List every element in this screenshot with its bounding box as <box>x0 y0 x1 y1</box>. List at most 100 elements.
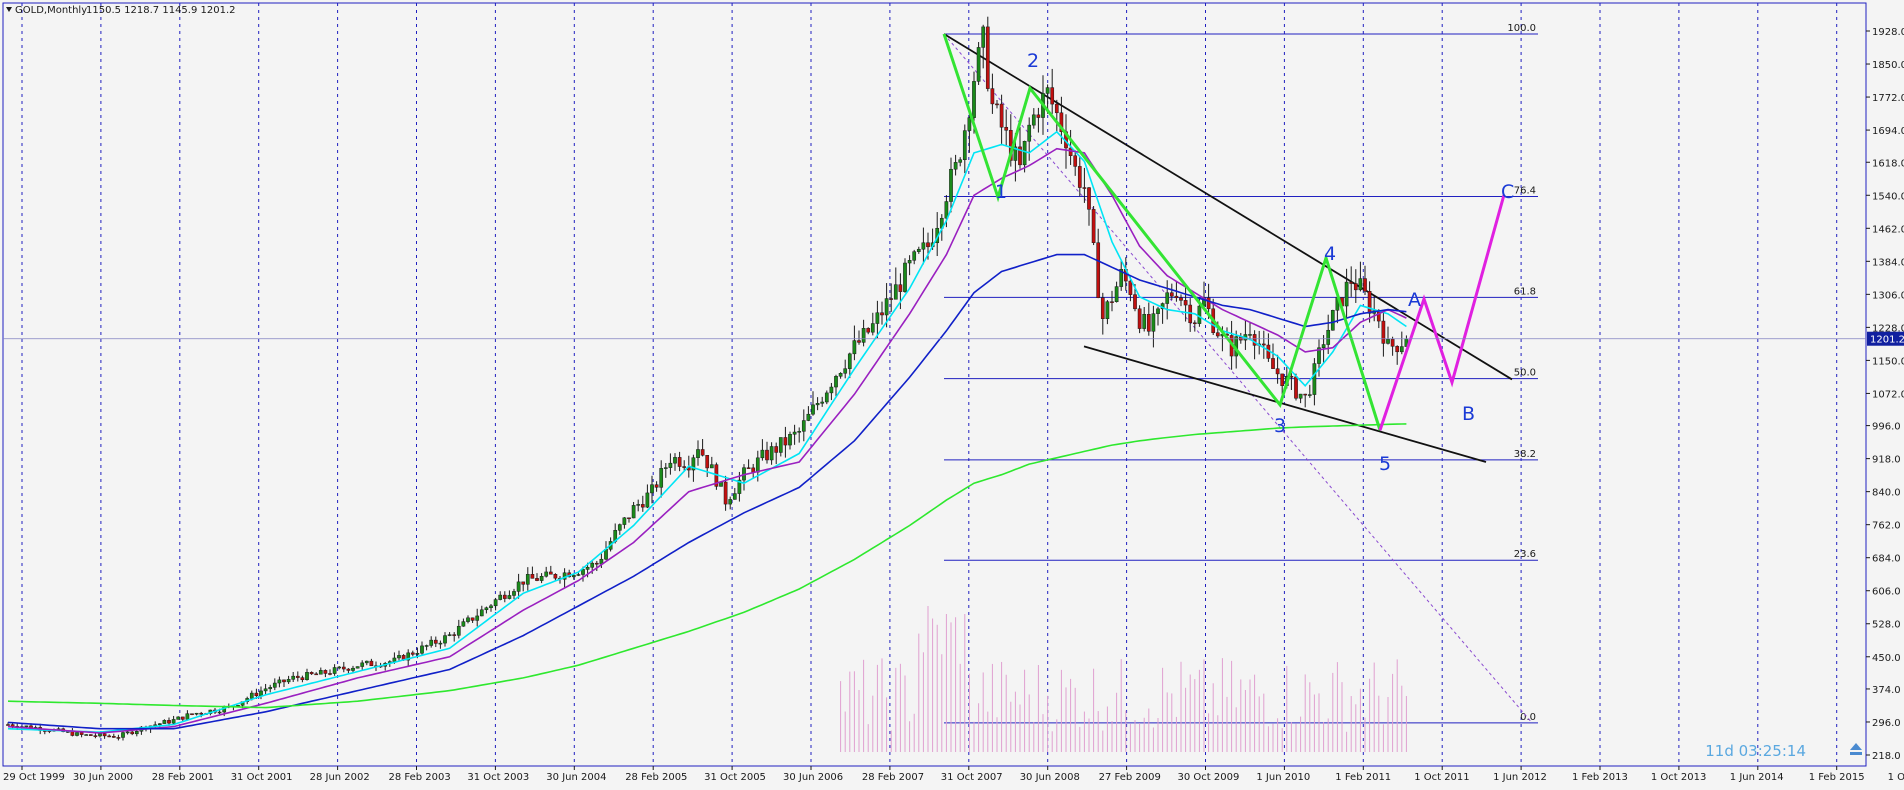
candle-body <box>1326 329 1331 345</box>
x-tick-label: 30 Oct 2009 <box>1178 772 1240 783</box>
candle-body <box>824 392 829 403</box>
candle-body <box>1294 376 1298 399</box>
candle-body <box>254 692 259 696</box>
candle-body <box>631 505 636 519</box>
candle-body <box>585 567 590 570</box>
candle-body <box>1252 334 1257 346</box>
candle-body <box>530 574 535 579</box>
candle-body <box>571 574 576 578</box>
candle-body <box>783 437 788 446</box>
candle-body <box>760 449 765 459</box>
candle-body <box>121 732 125 738</box>
y-tick-label: 1072.0 <box>1872 389 1904 400</box>
candle-body <box>1169 292 1174 297</box>
y-tick-label: 218.0 <box>1872 751 1901 762</box>
current-price-tag <box>1867 331 1904 346</box>
candle-body <box>972 81 976 118</box>
candle-body <box>516 581 521 592</box>
candle-body <box>456 625 461 636</box>
candle-body <box>1068 147 1073 156</box>
candle-body <box>962 130 967 160</box>
candle-body <box>958 159 963 163</box>
candle-body <box>309 672 314 675</box>
y-tick-label: 1772.0 <box>1872 93 1904 104</box>
wave-label: 1 <box>995 181 1007 203</box>
candle-body <box>185 713 190 720</box>
moving-average-line <box>7 130 1407 733</box>
scroll-end-icon[interactable] <box>1850 743 1862 755</box>
symbol-label: GOLD,Monthly <box>15 5 87 16</box>
x-tick-label: 31 Oct 2007 <box>941 772 1003 783</box>
y-tick-label: 1228.0 <box>1872 323 1904 334</box>
candle-body <box>1087 187 1091 210</box>
y-tick-label: 918.0 <box>1872 455 1901 466</box>
y-axis: 218.0 296.0 374.0 450.0 528.0 606.0 684.0 762.0… <box>1866 27 1904 762</box>
candle-body <box>443 635 447 644</box>
candle-body <box>6 724 10 726</box>
fib-level-label: 23.6 <box>1514 549 1536 560</box>
candle-body <box>576 574 581 576</box>
x-tick-label: 1 Oct 2011 <box>1414 772 1469 783</box>
candle-body <box>1206 297 1211 310</box>
candle-body <box>507 595 512 599</box>
candle-body <box>1381 320 1386 344</box>
candle-body <box>1091 209 1096 243</box>
candle-body <box>1013 146 1018 161</box>
fib-level-label: 50.0 <box>1514 368 1536 379</box>
impulse-wave-line <box>942 33 1382 431</box>
candle-body <box>328 673 332 675</box>
x-tick-label: 1 Jun 2012 <box>1493 772 1547 783</box>
candle-body <box>1105 301 1110 319</box>
y-tick-label: 606.0 <box>1872 587 1901 598</box>
candle-body <box>590 562 595 568</box>
x-tick-label: 30 Jun 2008 <box>1020 772 1080 783</box>
x-tick-label: 27 Feb 2009 <box>1099 772 1161 783</box>
candle-body <box>88 734 93 736</box>
candle-body <box>282 679 286 683</box>
candle-body <box>1156 308 1160 314</box>
candle-body <box>981 26 986 48</box>
candle-body <box>1192 322 1197 325</box>
candle-body <box>341 666 346 670</box>
candle-body <box>79 732 84 735</box>
fib-level-label: 61.8 <box>1514 286 1536 297</box>
candle-body <box>502 594 507 599</box>
candle-body <box>1248 334 1252 336</box>
candle-body <box>857 340 861 343</box>
candle-body <box>1054 103 1059 114</box>
candle-body <box>98 733 102 737</box>
candle-body <box>1004 126 1009 131</box>
candle-body <box>1110 301 1114 303</box>
candle-body <box>364 660 369 664</box>
candle-body <box>1280 373 1285 386</box>
y-tick-label: 528.0 <box>1872 620 1901 631</box>
dropdown-triangle-icon[interactable] <box>6 7 12 12</box>
candle-body <box>452 634 457 636</box>
candle-body <box>70 731 75 736</box>
candle-body <box>1128 280 1133 295</box>
x-tick-label: 31 Oct 2001 <box>231 772 293 783</box>
candle-body <box>755 457 760 473</box>
candle-body <box>1399 346 1404 353</box>
candle-body <box>617 524 622 531</box>
candle-body <box>475 615 480 621</box>
candle-body <box>10 724 15 727</box>
candle-body <box>332 667 337 674</box>
candle-body <box>732 493 737 500</box>
candle-body <box>1275 368 1280 375</box>
candle-body <box>1174 295 1179 299</box>
candle-body <box>696 449 700 458</box>
candle-body <box>985 26 990 89</box>
candle-body <box>1307 394 1312 396</box>
candle-body <box>1165 292 1170 304</box>
x-tick-label: 1 Oct 2015 <box>1888 772 1904 783</box>
volume-bars <box>840 605 1407 752</box>
candle-body <box>1215 332 1220 337</box>
candle-body <box>107 735 112 738</box>
current-price-line: 1201.2 <box>3 331 1904 346</box>
candle-body <box>884 298 889 316</box>
candle-body <box>1146 314 1151 332</box>
candle-body <box>640 504 645 508</box>
